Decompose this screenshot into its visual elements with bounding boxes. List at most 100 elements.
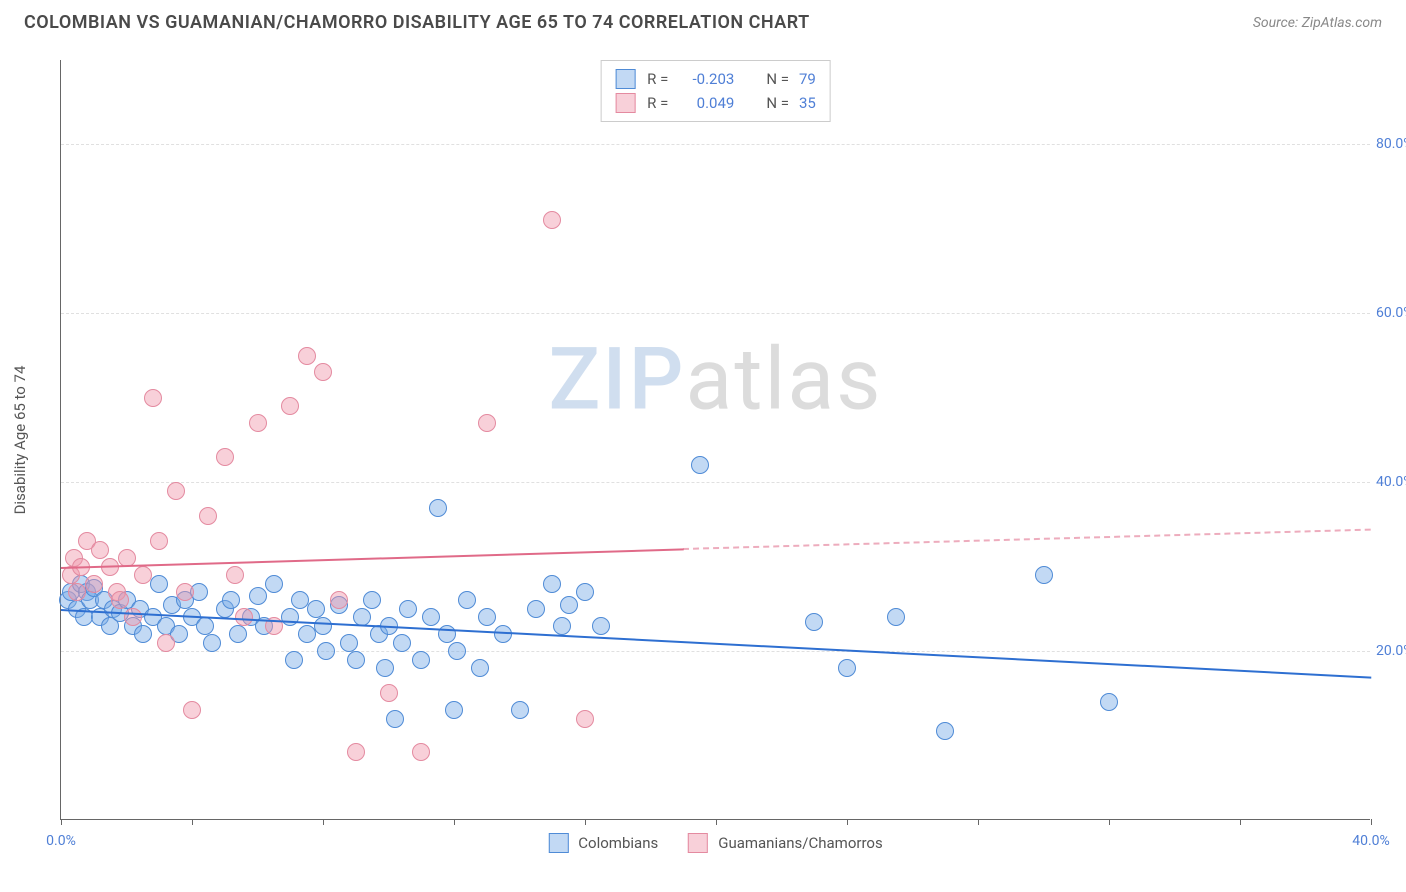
gridline-horizontal (61, 313, 1370, 314)
scatter-point-guamanians (183, 701, 201, 719)
scatter-point-guamanians (167, 482, 185, 500)
scatter-point-colombians (448, 642, 466, 660)
scatter-point-colombians (445, 701, 463, 719)
scatter-point-guamanians (111, 591, 129, 609)
scatter-point-colombians (458, 591, 476, 609)
scatter-point-colombians (429, 499, 447, 517)
scatter-point-colombians (936, 722, 954, 740)
legend-row-colombians: R = -0.203 N = 79 (615, 67, 816, 91)
scatter-point-guamanians (150, 532, 168, 550)
scatter-point-colombians (422, 608, 440, 626)
watermark-zip: ZIP (548, 328, 685, 429)
chart-title: COLOMBIAN VS GUAMANIAN/CHAMORRO DISABILI… (24, 12, 810, 33)
legend-r-label: R = (647, 91, 668, 115)
x-tick-mark (1371, 819, 1372, 825)
y-tick-label: 60.0% (1376, 305, 1406, 321)
y-tick-label: 40.0% (1376, 474, 1406, 490)
scatter-point-colombians (412, 651, 430, 669)
scatter-point-guamanians (347, 743, 365, 761)
scatter-point-colombians (298, 625, 316, 643)
x-tick-mark (323, 819, 324, 825)
legend-swatch-guamanians (615, 93, 635, 113)
scatter-point-colombians (592, 617, 610, 635)
scatter-point-colombians (560, 596, 578, 614)
watermark: ZIPatlas (548, 328, 882, 429)
scatter-point-colombians (291, 591, 309, 609)
legend-swatch-colombians (615, 69, 635, 89)
scatter-point-colombians (386, 710, 404, 728)
trendline-colombians (61, 609, 1371, 679)
scatter-point-colombians (393, 634, 411, 652)
scatter-point-colombians (196, 617, 214, 635)
scatter-point-guamanians (380, 684, 398, 702)
scatter-point-colombians (281, 608, 299, 626)
scatter-point-colombians (347, 651, 365, 669)
scatter-point-guamanians (134, 566, 152, 584)
scatter-point-colombians (340, 634, 358, 652)
scatter-point-guamanians (199, 507, 217, 525)
scatter-point-guamanians (226, 566, 244, 584)
scatter-point-colombians (887, 608, 905, 626)
legend-swatch-guamanians (688, 833, 708, 853)
scatter-point-colombians (553, 617, 571, 635)
scatter-point-colombians (691, 456, 709, 474)
scatter-point-colombians (363, 591, 381, 609)
scatter-point-colombians (511, 701, 529, 719)
legend-item-guamanians: Guamanians/Chamorros (688, 833, 882, 853)
y-tick-label: 80.0% (1376, 136, 1406, 152)
scatter-point-colombians (317, 642, 335, 660)
legend-swatch-colombians (548, 833, 568, 853)
trendline-guamanians-dashed (683, 529, 1371, 550)
legend-n-label: N = (766, 67, 789, 91)
scatter-point-guamanians (85, 575, 103, 593)
scatter-point-guamanians (576, 710, 594, 728)
source-attribution: Source: ZipAtlas.com (1253, 15, 1382, 31)
scatter-point-guamanians (216, 448, 234, 466)
scatter-point-colombians (222, 591, 240, 609)
y-tick-label: 20.0% (1376, 643, 1406, 659)
x-tick-mark (192, 819, 193, 825)
scatter-point-guamanians (281, 397, 299, 415)
scatter-point-guamanians (478, 414, 496, 432)
scatter-point-guamanians (249, 414, 267, 432)
gridline-horizontal (61, 482, 1370, 483)
x-tick-mark (1109, 819, 1110, 825)
legend-n-label: N = (766, 91, 789, 115)
legend-r-value-colombians: -0.203 (678, 67, 734, 91)
x-tick-mark (585, 819, 586, 825)
watermark-atlas: atlas (686, 328, 883, 429)
scatter-point-guamanians (298, 347, 316, 365)
scatter-point-guamanians (144, 389, 162, 407)
legend-r-label: R = (647, 67, 668, 91)
y-axis-label: Disability Age 65 to 74 (11, 366, 29, 515)
legend-n-value-colombians: 79 (799, 67, 816, 91)
scatter-point-colombians (399, 600, 417, 618)
scatter-point-colombians (376, 659, 394, 677)
source-name: ZipAtlas.com (1302, 15, 1382, 31)
scatter-point-colombians (307, 600, 325, 618)
scatter-point-colombians (543, 575, 561, 593)
x-tick-mark (1240, 819, 1241, 825)
scatter-point-colombians (285, 651, 303, 669)
scatter-point-colombians (471, 659, 489, 677)
scatter-point-colombians (494, 625, 512, 643)
x-tick-mark (716, 819, 717, 825)
scatter-point-colombians (838, 659, 856, 677)
source-prefix: Source: (1253, 15, 1302, 31)
legend-label-guamanians: Guamanians/Chamorros (718, 834, 882, 852)
gridline-horizontal (61, 651, 1370, 652)
legend-row-guamanians: R =0.049N =35 (615, 91, 816, 115)
legend-n-value-guamanians: 35 (799, 91, 816, 115)
legend-item-colombians: Colombians (548, 833, 658, 853)
scatter-point-colombians (527, 600, 545, 618)
legend-label-colombians: Colombians (578, 834, 658, 852)
scatter-point-guamanians (543, 211, 561, 229)
scatter-point-colombians (1035, 566, 1053, 584)
scatter-point-colombians (203, 634, 221, 652)
scatter-point-guamanians (412, 743, 430, 761)
scatter-point-colombians (229, 625, 247, 643)
legend-correlation-box: R =-0.203N =79R =0.049N =35 (600, 60, 831, 122)
scatter-point-guamanians (157, 634, 175, 652)
scatter-point-guamanians (124, 608, 142, 626)
scatter-point-guamanians (176, 583, 194, 601)
